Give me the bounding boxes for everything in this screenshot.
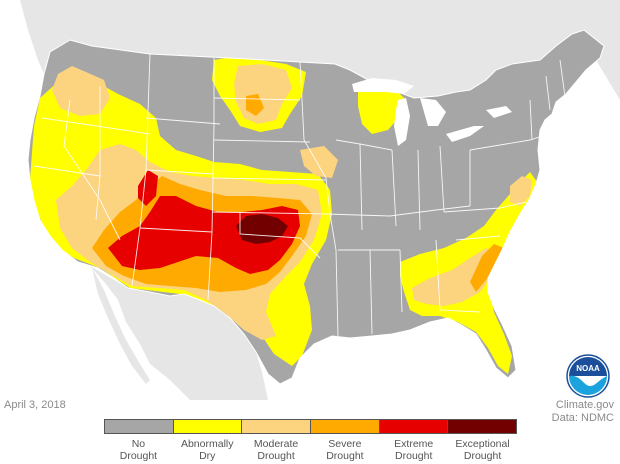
legend-label-extreme: Extreme Drought: [394, 438, 434, 462]
legend-labels: No Drought Abnormally Dry Moderate Droug…: [104, 438, 517, 462]
dry-region-idaho: [52, 66, 110, 116]
moderate-region-midatlantic: [510, 176, 532, 206]
legend-label-severe: Severe Drought: [326, 438, 364, 462]
great-lakes: [352, 78, 512, 146]
canada-land: [0, 0, 620, 100]
legend-swatch-no-drought: [105, 420, 174, 433]
legend-label-abnormally-dry: Abnormally Dry: [180, 438, 234, 462]
legend-bar: [104, 419, 517, 434]
lake-ontario: [486, 106, 512, 118]
legend-swatch-extreme: [379, 420, 449, 433]
legend-swatch-abnormally-dry: [173, 420, 243, 433]
moderate-region-southeast: [412, 248, 498, 306]
lake-huron: [420, 98, 446, 126]
legend-swatch-exceptional: [448, 420, 517, 433]
severe-region-carolina: [470, 244, 504, 292]
moderate-region-kansas-edge: [300, 146, 338, 178]
lake-michigan: [394, 98, 410, 146]
credit-block: Climate.gov Data: NDMC: [552, 399, 614, 425]
legend: No Drought Abnormally Dry Moderate Droug…: [104, 419, 517, 462]
credit-source: Data: NDMC: [551, 412, 614, 424]
dry-region-wisconsin: [358, 84, 404, 134]
legend-swatch-moderate: [242, 420, 312, 433]
baja-peninsula: [92, 268, 150, 384]
drought-layers: [30, 56, 540, 374]
logo-text: NOAA: [576, 364, 600, 373]
lake-superior: [352, 78, 414, 94]
legend-label-exceptional: Exceptional Drought: [455, 438, 510, 462]
mexico-land: [90, 266, 268, 400]
lake-erie: [446, 126, 484, 142]
map-date: April 3, 2018: [4, 399, 66, 411]
legend-label-moderate: Moderate Drought: [253, 438, 299, 462]
legend-swatch-severe: [311, 420, 380, 433]
state-boundaries: [33, 53, 567, 337]
drought-map: [0, 0, 620, 400]
noaa-logo: NOAA: [566, 354, 610, 398]
credit-site: Climate.gov: [555, 399, 614, 411]
legend-label-no-drought: No Drought: [119, 438, 158, 462]
